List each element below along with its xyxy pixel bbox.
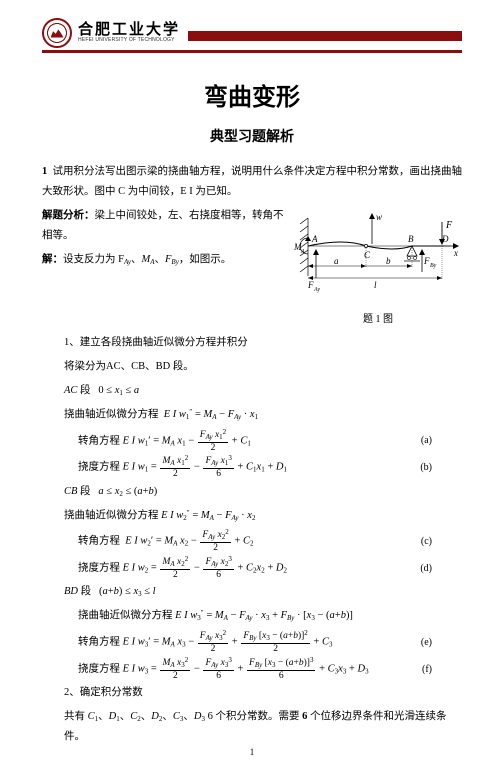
label-F: F: [445, 220, 453, 231]
tag-b: (b): [420, 458, 462, 477]
label-slope-3: 转角方程: [78, 637, 120, 648]
label-dim-a: a: [334, 256, 339, 266]
eq-row-c: 转角方程 E I w2′ = MA x2 − FAy x222 + C2 (c): [42, 529, 462, 554]
solution-text-1: 设支反力为 F: [63, 254, 124, 265]
segment-bd: BD 段 (a+b) ≤ x3 ≤ l: [42, 582, 462, 602]
label-MA-sub: A: [300, 249, 305, 255]
label-dim-l: l: [374, 280, 377, 290]
eq-row-d: 挠度方程 E I w2 = MA x222 − FAy x236 + C2x2 …: [42, 556, 462, 581]
eq-c: 转角方程 E I w2′ = MA x2 − FAy x222 + C2: [78, 529, 253, 554]
label-x-axis: x: [453, 248, 458, 258]
body-text: 1 试用积分法写出图示梁的挠曲轴方程，说明用什么条件决定方程中积分常数，画出挠曲…: [42, 162, 462, 747]
university-logo: [42, 18, 72, 48]
label-Fay: F: [307, 280, 314, 290]
label-w: w: [376, 212, 382, 222]
eq-f: 挠度方程 E I w3 = MA x322 − FAy x336 + FBy […: [78, 657, 369, 682]
label-de-3: 挠曲轴近似微分方程: [78, 610, 173, 621]
label-de-2: 挠曲轴近似微分方程: [64, 510, 159, 521]
tag-d: (d): [420, 559, 462, 578]
label-Fby-sub: By: [430, 263, 437, 269]
figure-caption: 题 1 图: [294, 310, 462, 329]
solution-text-2: ，如图示。: [179, 254, 232, 265]
university-name-block: 合肥工业大学 HEFEI UNIVERSITY OF TECHNOLOGY: [78, 23, 180, 43]
chapter-title: 弯曲变形: [42, 77, 462, 112]
label-D: D: [441, 234, 449, 244]
label-A: A: [311, 234, 318, 244]
beam-diagram-svg: w x F A C B D: [294, 208, 462, 300]
tag-a: (a): [421, 431, 462, 450]
label-dim-b: b: [386, 256, 391, 266]
segment-cb: CB 段 a ≤ x2 ≤ (a+b): [42, 482, 462, 502]
section-title: 典型习题解析: [42, 126, 462, 146]
seg-bd-label: BD: [64, 586, 78, 597]
step1-heading: 1、建立各段挠曲轴近似微分方程并积分: [42, 333, 462, 353]
eq-a: 转角方程 E I w1′ = MA x1 − FAy x122 + C1: [78, 429, 251, 454]
solution-label: 解：: [42, 254, 63, 265]
problem-number: 1: [42, 166, 47, 177]
eq-row-b: 挠度方程 E I w1 = MA x122 − FAy x136 + C1x1 …: [42, 455, 462, 480]
analysis-label: 解题分析：: [42, 210, 95, 221]
label-Fby: F: [423, 256, 430, 266]
header-red-bar: [188, 31, 462, 41]
label-B: B: [408, 234, 414, 244]
seg-cb-label: CB: [64, 486, 77, 497]
step1-line2: 将梁分为AC、CB、BD 段。: [42, 357, 462, 377]
label-slope-1: 转角方程: [78, 435, 120, 446]
eq-d: 挠度方程 E I w2 = MA x222 − FAy x236 + C2x2 …: [78, 556, 287, 581]
label-Fay-sub: Ay: [313, 287, 320, 293]
eq-row-f: 挠度方程 E I w3 = MA x322 − FAy x336 + FBy […: [42, 657, 462, 682]
seg-ac-label: AC: [64, 385, 77, 396]
label-C: C: [364, 250, 371, 260]
page-number: 1: [0, 747, 504, 757]
university-name-en: HEFEI UNIVERSITY OF TECHNOLOGY: [78, 38, 180, 43]
problem-statement: 1 试用积分法写出图示梁的挠曲轴方程，说明用什么条件决定方程中积分常数，画出挠曲…: [42, 162, 462, 202]
label-defl-1: 挠度方程: [78, 462, 120, 473]
page-header: 合肥工业大学 HEFEI UNIVERSITY OF TECHNOLOGY: [42, 18, 462, 53]
figure-1: w x F A C B D: [294, 208, 462, 329]
eq-row-a: 转角方程 E I w1′ = MA x1 − FAy x122 + C1 (a): [42, 429, 462, 454]
eq-ac-de: 挠曲轴近似微分方程 E I w1″ = MA − FAy · x1: [42, 405, 462, 425]
tag-e: (e): [421, 633, 462, 652]
problem-text: 试用积分法写出图示梁的挠曲轴方程，说明用什么条件决定方程中积分常数，画出挠曲轴大…: [42, 166, 462, 197]
label-slope-2: 转角方程: [78, 536, 120, 547]
segment-ac: AC 段 0 ≤ x1 ≤ a: [42, 381, 462, 401]
step2-heading: 2、确定积分常数: [42, 683, 462, 703]
eq-b: 挠度方程 E I w1 = MA x122 − FAy x136 + C1x1 …: [78, 455, 287, 480]
eq-row-e: 转角方程 E I w3′ = MA x3 − FAy x322 + FBy [x…: [42, 630, 462, 655]
label-defl-3: 挠度方程: [78, 663, 120, 674]
tag-f: (f): [422, 660, 462, 679]
eq-bd-de: 挠曲轴近似微分方程 E I w3″ = MA − FAy · x3 + FBy …: [42, 606, 462, 626]
logo-mountain-icon: [51, 29, 64, 38]
eq-cb-de: 挠曲轴近似微分方程 E I w2″ = MA − FAy · x2: [42, 506, 462, 526]
university-name-cn: 合肥工业大学: [78, 23, 180, 38]
tag-c: (c): [421, 532, 462, 551]
eq-e: 转角方程 E I w3′ = MA x3 − FAy x322 + FBy [x…: [78, 630, 332, 655]
step2-text: 共有 C1、D1、C2、D2、C3、D3 6 个积分常数。需要 6 个位移边界条…: [42, 707, 462, 747]
label-defl-2: 挠度方程: [78, 563, 120, 574]
label-de-1: 挠曲轴近似微分方程: [64, 409, 159, 420]
